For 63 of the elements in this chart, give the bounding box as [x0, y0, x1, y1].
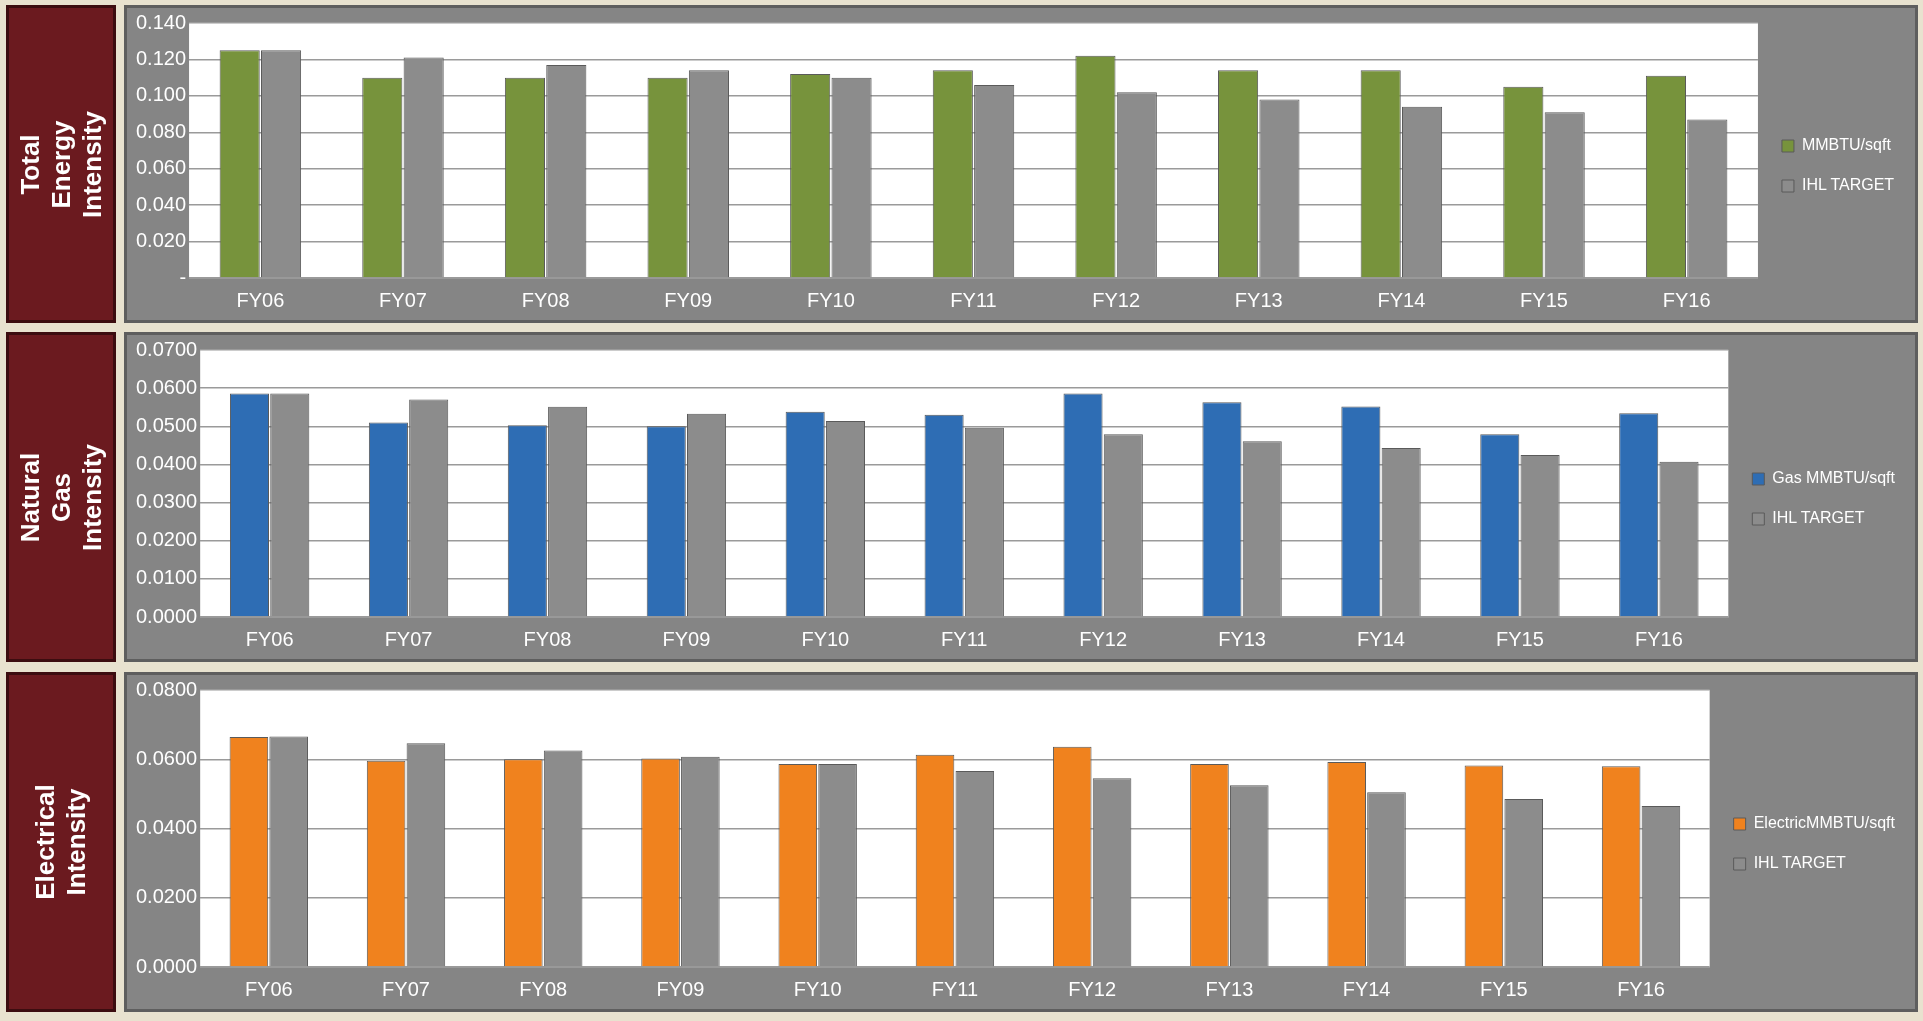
y-tick-label: 0.0600 — [136, 746, 198, 769]
x-tick-label: FY07 — [384, 627, 433, 650]
x-tick-label: FY09 — [662, 627, 711, 650]
x-tick-label: FY08 — [521, 288, 570, 311]
text: Natural Gas Intensity — [14, 443, 108, 551]
x-tick-label: FY14 — [1377, 288, 1426, 311]
y-tick-label: 0.0100 — [136, 566, 198, 589]
x-tick-label: FY11 — [931, 977, 979, 1000]
x-tick-label: FY13 — [1218, 627, 1266, 650]
x-tick-label: FY15 — [1520, 288, 1568, 311]
legend-label: IHL TARGET — [1801, 176, 1895, 194]
x-tick-label: FY12 — [1068, 977, 1117, 1000]
text: Electrical Intensity — [30, 784, 92, 900]
x-tick-label: FY08 — [523, 627, 572, 650]
y-tick-label: 0.080 — [135, 119, 187, 142]
x-tick-label: FY14 — [1357, 627, 1405, 650]
y-tick-label: 0.040 — [135, 192, 187, 215]
y-tick-label: 0.0000 — [136, 954, 198, 977]
legend-label: Gas MMBTU/sqft — [1772, 469, 1896, 487]
y-tick-label: 0.0200 — [136, 885, 198, 908]
x-tick-label: FY09 — [664, 288, 713, 311]
x-tick-label: FY16 — [1634, 627, 1683, 650]
x-tick-label: FY07 — [379, 288, 427, 311]
y-tick-label: 0.100 — [135, 83, 187, 106]
legend-label: IHL TARGET — [1753, 854, 1847, 872]
y-tick-label: 0.0500 — [136, 413, 198, 436]
x-tick-label: FY10 — [793, 977, 842, 1000]
y-tick-label: 0.0200 — [136, 528, 198, 551]
x-tick-label: FY07 — [382, 977, 430, 1000]
y-tick-label: 0.0400 — [136, 816, 198, 839]
x-tick-label: FY10 — [806, 288, 855, 311]
x-tick-label: FY16 — [1617, 977, 1665, 1000]
x-tick-label: FY06 — [245, 627, 294, 650]
x-tick-label: FY11 — [950, 288, 997, 311]
y-tick-label: 0.140 — [135, 10, 187, 33]
legend-label: MMBTU/sqft — [1801, 136, 1892, 154]
x-tick-label: FY15 — [1479, 977, 1528, 1000]
x-tick-label: FY10 — [801, 627, 850, 650]
y-tick-label: 0.060 — [135, 156, 187, 179]
x-tick-label: FY12 — [1092, 288, 1141, 311]
x-tick-label: FY12 — [1079, 627, 1128, 650]
x-tick-label: FY09 — [656, 977, 705, 1000]
y-tick-label: 0.020 — [135, 229, 187, 252]
x-tick-label: FY16 — [1662, 288, 1711, 311]
legend-label: IHL TARGET — [1772, 509, 1865, 527]
y-tick-label: 0.0700 — [136, 337, 198, 360]
y-tick-label: 0.0300 — [136, 490, 198, 513]
x-tick-label: FY06 — [236, 288, 285, 311]
y-tick-label: 0.120 — [135, 46, 187, 69]
legend-label: ElectricMMBTU/sqft — [1753, 814, 1896, 832]
y-tick-label: 0.0000 — [136, 604, 198, 627]
x-tick-label: FY13 — [1205, 977, 1254, 1000]
x-tick-label: FY11 — [941, 627, 988, 650]
x-tick-label: FY15 — [1496, 627, 1544, 650]
x-tick-label: FY08 — [519, 977, 568, 1000]
x-tick-label: FY14 — [1342, 977, 1391, 1000]
y-tick-label: 0.0600 — [136, 375, 198, 398]
y-tick-label: 0.0800 — [136, 677, 198, 700]
y-tick-label: 0.0400 — [136, 451, 198, 474]
y-tick-label: - — [179, 265, 187, 288]
x-tick-label: FY13 — [1234, 288, 1283, 311]
x-tick-label: FY06 — [244, 977, 293, 1000]
text: Total Energy Intensity — [14, 110, 108, 218]
